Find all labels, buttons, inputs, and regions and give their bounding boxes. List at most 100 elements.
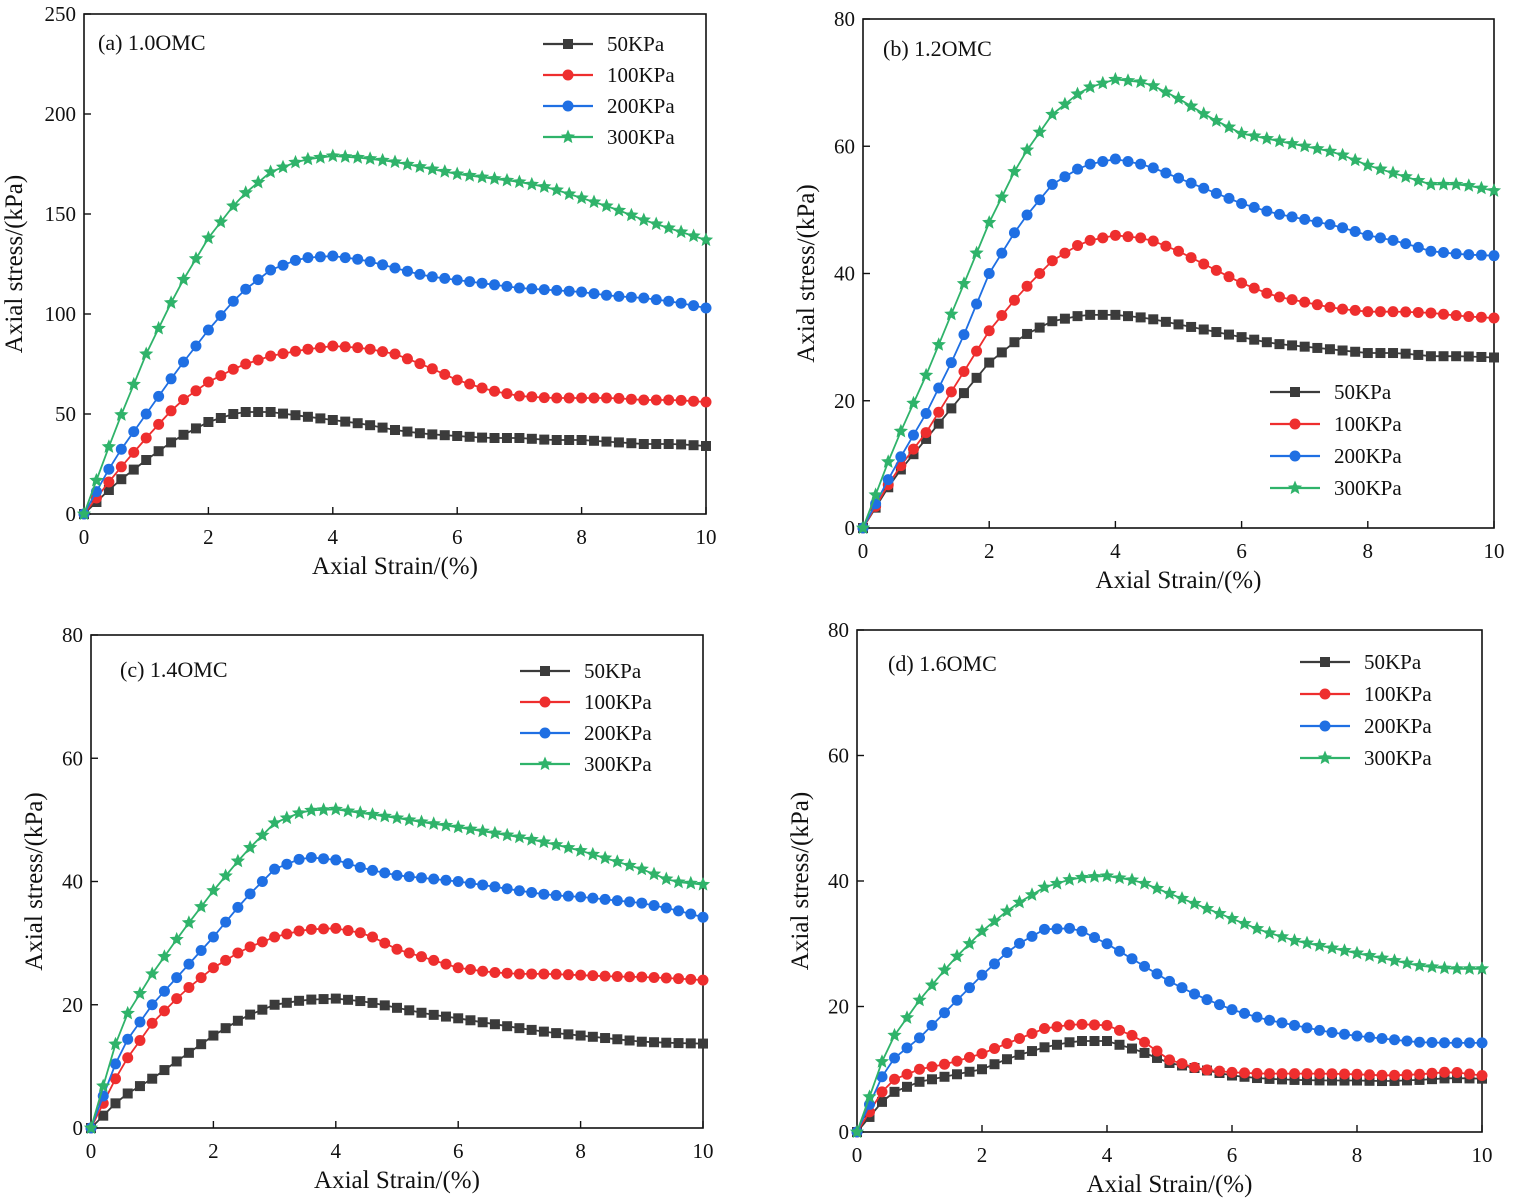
- data-point: [1274, 929, 1290, 943]
- data-point: [89, 472, 104, 487]
- data-point: [1185, 252, 1197, 264]
- data-point: [673, 1038, 684, 1049]
- data-point: [428, 873, 440, 885]
- data-point: [1123, 311, 1134, 322]
- data-point: [415, 951, 427, 963]
- data-point: [342, 858, 354, 870]
- legend-label: 100KPa: [1364, 682, 1432, 706]
- data-point: [1099, 868, 1115, 882]
- data-point: [513, 885, 525, 897]
- data-point: [945, 386, 957, 398]
- data-point: [1249, 334, 1260, 345]
- data-point: [1077, 1036, 1087, 1047]
- data-point: [526, 968, 538, 980]
- data-point: [1221, 119, 1237, 134]
- data-point: [218, 868, 233, 882]
- data-point: [330, 854, 342, 866]
- data-point: [145, 966, 160, 980]
- data-point: [415, 872, 427, 884]
- x-tick-label: 0: [852, 1143, 863, 1167]
- data-point: [171, 972, 183, 984]
- data-point: [265, 407, 276, 417]
- data-point: [648, 900, 660, 912]
- data-point: [1164, 975, 1175, 987]
- data-point: [1261, 287, 1273, 299]
- data-point: [1146, 78, 1161, 92]
- data-point: [1039, 1022, 1050, 1034]
- data-point: [1008, 227, 1020, 239]
- data-point: [391, 869, 403, 881]
- data-point: [1376, 1069, 1388, 1081]
- data-point: [181, 915, 197, 929]
- series-300KPa: [855, 71, 1502, 535]
- data-point: [1085, 309, 1096, 320]
- data-point: [969, 245, 984, 260]
- data-point: [364, 256, 376, 268]
- data-point: [1324, 940, 1340, 955]
- data-point: [612, 1034, 623, 1045]
- data-point: [587, 970, 599, 982]
- data-point: [1237, 916, 1252, 930]
- data-point: [513, 282, 525, 294]
- data-point: [1302, 1075, 1312, 1086]
- data-point: [1064, 1037, 1075, 1048]
- data-point: [1261, 205, 1273, 217]
- legend-item: 300KPa: [1270, 476, 1402, 500]
- data-point: [1322, 143, 1338, 158]
- data-point: [624, 971, 636, 983]
- data-point: [377, 259, 389, 271]
- data-point: [1039, 1042, 1050, 1053]
- data-point: [109, 1073, 121, 1085]
- data-point: [1414, 1068, 1425, 1080]
- data-point: [1376, 1033, 1388, 1045]
- legend-label: 200KPa: [584, 721, 652, 745]
- data-point: [624, 207, 639, 222]
- y-tick-label: 0: [66, 502, 77, 526]
- x-tick-label: 6: [452, 525, 463, 549]
- panel-label: (d) 1.6OMC: [888, 651, 997, 676]
- data-point: [1236, 277, 1248, 289]
- y-tick-label: 0: [839, 1120, 850, 1144]
- data-point: [1436, 176, 1451, 191]
- data-point: [610, 854, 625, 868]
- data-point: [989, 958, 1000, 970]
- data-point: [1463, 351, 1474, 362]
- data-point: [1097, 232, 1109, 244]
- data-point: [1248, 201, 1260, 213]
- data-point: [599, 970, 611, 982]
- data-point: [1139, 960, 1150, 972]
- legend-item: 50KPa: [520, 659, 642, 683]
- data-point: [914, 1076, 925, 1087]
- data-point: [387, 154, 403, 169]
- legend-marker: [562, 69, 574, 81]
- data-point: [1377, 1076, 1387, 1087]
- legend-item: 300KPa: [1300, 746, 1432, 770]
- panel-label: (b) 1.2OMC: [883, 36, 992, 61]
- data-point: [601, 436, 612, 447]
- data-point: [1185, 177, 1197, 189]
- data-point: [169, 931, 184, 946]
- data-point: [649, 1037, 660, 1048]
- data-point: [414, 268, 426, 280]
- x-tick-label: 8: [576, 525, 587, 549]
- data-point: [252, 354, 264, 366]
- data-point: [183, 958, 195, 970]
- data-point: [302, 411, 313, 422]
- data-point: [589, 435, 600, 446]
- data-point: [277, 259, 289, 271]
- data-point: [597, 850, 613, 865]
- data-point: [1135, 158, 1147, 170]
- data-point: [1339, 1075, 1350, 1086]
- data-point: [1097, 309, 1108, 320]
- data-point: [1284, 136, 1300, 150]
- data-point: [701, 441, 711, 451]
- y-axis-title: Axial stress/(kPa): [21, 792, 48, 970]
- data-point: [1450, 248, 1462, 260]
- data-point: [146, 999, 158, 1011]
- data-point: [379, 1000, 390, 1011]
- data-point: [1109, 153, 1121, 165]
- data-point: [914, 1032, 925, 1044]
- data-point: [134, 1016, 146, 1028]
- data-point: [899, 1010, 915, 1024]
- data-point: [257, 1004, 268, 1015]
